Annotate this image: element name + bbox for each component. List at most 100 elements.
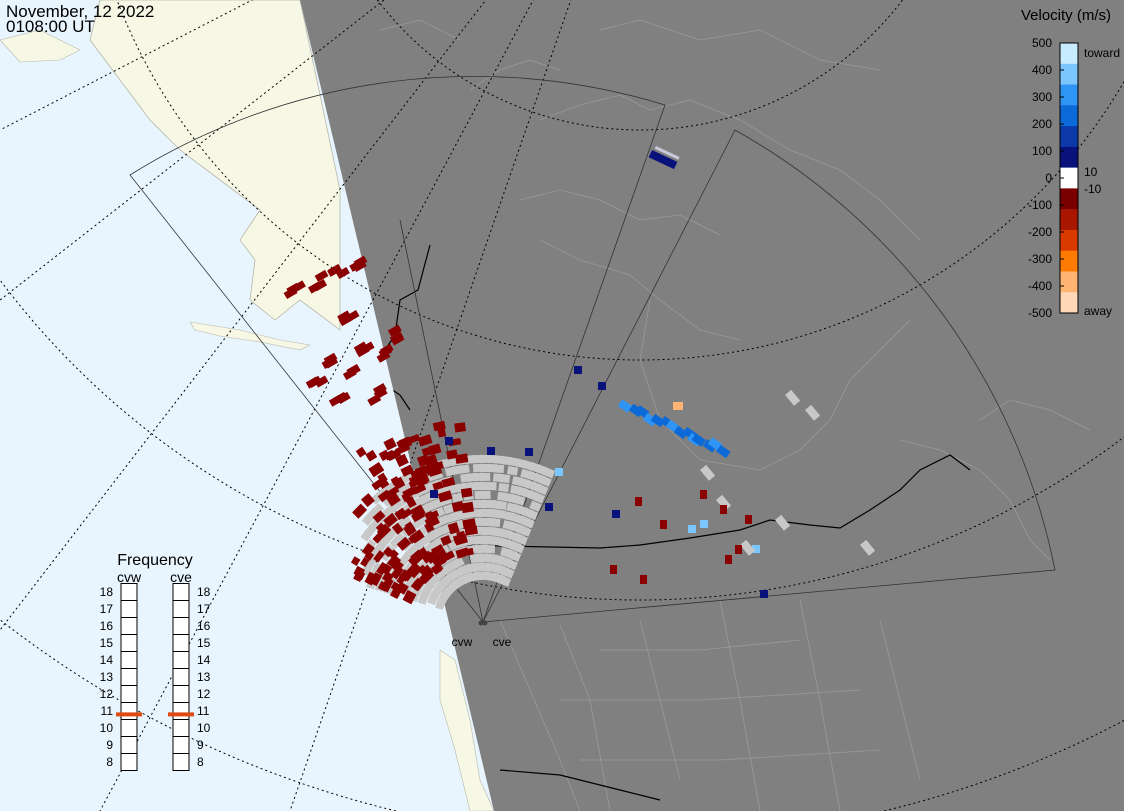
scatter-cell <box>352 259 367 272</box>
frequency-label-cvw: cvw <box>117 569 142 585</box>
frequency-panel: Frequency cvw cve 18 18 17 17 16 16 15 15 14 14 13… <box>100 552 211 771</box>
scatter-cell <box>455 453 469 464</box>
scatter-cell <box>539 475 552 487</box>
scatter-cell <box>700 490 707 499</box>
colorbar-toward-label: toward <box>1084 46 1120 60</box>
scatter-cell <box>691 433 706 447</box>
scatter-cell <box>574 366 582 374</box>
colorbar-swatch <box>1060 43 1078 65</box>
colorbar-swatch <box>1060 146 1078 169</box>
scatter-cell <box>356 570 366 581</box>
scatter-cell <box>725 555 732 564</box>
scatter-cell <box>372 510 386 524</box>
scatter-cell <box>400 464 415 477</box>
scatter-cell <box>519 525 532 537</box>
scatter-cell <box>328 394 343 407</box>
scatter-cell <box>408 532 421 544</box>
frequency-scale-label: 16 <box>197 619 211 633</box>
scatter-cell <box>716 444 731 459</box>
frequency-scale-label: 17 <box>100 602 114 616</box>
scatter-cell <box>805 404 821 421</box>
frequency-scale-label: 15 <box>197 636 211 650</box>
frequency-cell <box>172 583 190 601</box>
scatter-cell <box>373 550 385 563</box>
colorbar-swatch <box>1060 105 1078 127</box>
scatter-cell <box>402 568 415 582</box>
scatter-cell <box>381 563 393 576</box>
night-shading <box>300 0 1124 811</box>
scatter-cell <box>720 505 727 514</box>
scatter-cell <box>498 575 512 587</box>
scatter-cell <box>314 269 329 282</box>
scatter-cell <box>673 402 683 410</box>
colorbar-tick-label: 300 <box>1032 90 1052 104</box>
scatter-cell <box>452 556 465 569</box>
scatter-cell <box>486 482 497 491</box>
scatter-cell <box>396 536 412 551</box>
scatter-cell <box>460 487 473 498</box>
scatter-cell <box>368 461 385 478</box>
scatter-cell <box>484 545 495 554</box>
colorbar-swatch <box>1060 271 1078 293</box>
scatter-cell <box>432 481 444 491</box>
scatter-cell <box>598 382 606 390</box>
colorbar-tick-label: 400 <box>1032 63 1052 77</box>
scatter-cell <box>369 572 383 587</box>
scatter-cell <box>365 449 378 462</box>
scatter-cell <box>454 422 466 433</box>
scatter-cell <box>408 474 422 485</box>
colorbar-swatch <box>1060 126 1078 148</box>
frequency-cell <box>120 651 138 669</box>
scatter-cell <box>555 468 563 476</box>
frequency-title: Frequency <box>117 552 193 569</box>
scatter-cell <box>525 508 539 521</box>
time-label: 0108:00 UT <box>6 17 95 36</box>
scatter-cell <box>389 331 404 344</box>
scatter-cell <box>515 533 529 546</box>
scatter-cell <box>352 503 368 519</box>
scatter-cell <box>493 464 505 474</box>
scatter-cell <box>650 413 666 428</box>
scatter-cell <box>394 507 408 521</box>
colorbar-swatch <box>1060 63 1078 86</box>
scatter-cell <box>532 492 545 504</box>
scatter-cell <box>436 514 449 527</box>
scatter-cell <box>715 494 732 511</box>
scatter-cell <box>452 534 464 544</box>
colorbar-away-label: away <box>1084 304 1112 318</box>
colorbar-swatch <box>1060 188 1078 210</box>
colorbar-tick-label: -300 <box>1028 252 1052 266</box>
scatter-cell <box>371 503 385 516</box>
scatter-cell <box>313 279 328 292</box>
scatter-cell <box>525 448 533 456</box>
frequency-scale-label: 13 <box>197 670 211 684</box>
scatter-cell <box>371 477 387 491</box>
scatter-cell <box>700 464 716 481</box>
scatter-cell <box>642 413 658 427</box>
scatter-cell <box>455 547 470 559</box>
scatter-cell <box>427 510 440 520</box>
scatter-cell <box>425 465 435 476</box>
scatter-cell <box>382 546 394 558</box>
frequency-scale-label: 18 <box>197 585 211 599</box>
scatter-cell <box>451 501 465 513</box>
scatter-cell <box>395 453 409 468</box>
scatter-cell <box>495 509 506 519</box>
scatter-cell <box>498 482 510 493</box>
frequency-cell <box>172 651 190 669</box>
scatter-cell <box>417 434 433 447</box>
frequency-scale-label: 14 <box>100 653 114 667</box>
frequency-cell <box>120 668 138 686</box>
scatter-cell <box>292 280 306 293</box>
scatter-cell <box>386 554 402 569</box>
scatter-cell <box>399 514 412 528</box>
colorbar-tick-label: -500 <box>1028 306 1052 320</box>
colorbar-neg-small: -10 <box>1084 182 1102 196</box>
scatter-cell <box>412 483 427 495</box>
colorbar-swatch <box>1060 250 1078 272</box>
colorbar-swatch <box>1060 209 1078 231</box>
scatter-cell <box>512 542 525 554</box>
colorbar-tick-label: -400 <box>1028 279 1052 293</box>
scatter-cell <box>545 503 553 511</box>
scatter-cell <box>390 565 404 580</box>
